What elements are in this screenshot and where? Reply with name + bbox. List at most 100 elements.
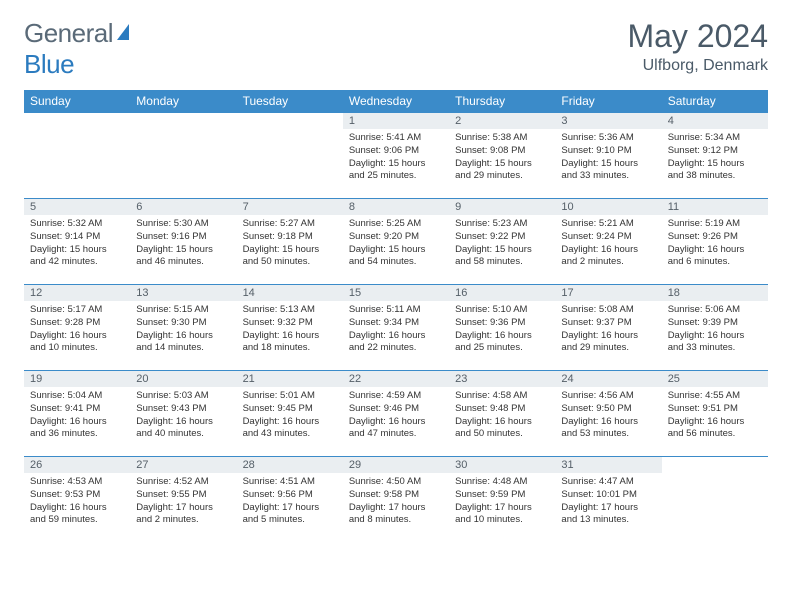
day-info: Sunrise: 5:41 AMSunset: 9:06 PMDaylight:…: [343, 129, 449, 186]
day-number: 13: [130, 285, 236, 301]
day-info: Sunrise: 4:47 AMSunset: 10:01 PMDaylight…: [555, 473, 661, 530]
calendar-cell: 15Sunrise: 5:11 AMSunset: 9:34 PMDayligh…: [343, 285, 449, 371]
day-info: Sunrise: 5:19 AMSunset: 9:26 PMDaylight:…: [662, 215, 768, 272]
day-info: Sunrise: 5:17 AMSunset: 9:28 PMDaylight:…: [24, 301, 130, 358]
day-number: 24: [555, 371, 661, 387]
calendar-cell: 28Sunrise: 4:51 AMSunset: 9:56 PMDayligh…: [237, 457, 343, 543]
day-number: 23: [449, 371, 555, 387]
day-number: 8: [343, 199, 449, 215]
day-number: 21: [237, 371, 343, 387]
weekday-header: Thursday: [449, 90, 555, 113]
day-info: Sunrise: 4:55 AMSunset: 9:51 PMDaylight:…: [662, 387, 768, 444]
day-number: 31: [555, 457, 661, 473]
day-info: Sunrise: 4:59 AMSunset: 9:46 PMDaylight:…: [343, 387, 449, 444]
day-info: Sunrise: 5:34 AMSunset: 9:12 PMDaylight:…: [662, 129, 768, 186]
day-info: Sunrise: 5:15 AMSunset: 9:30 PMDaylight:…: [130, 301, 236, 358]
calendar-cell: 16Sunrise: 5:10 AMSunset: 9:36 PMDayligh…: [449, 285, 555, 371]
calendar-cell: [662, 457, 768, 543]
day-info: Sunrise: 5:08 AMSunset: 9:37 PMDaylight:…: [555, 301, 661, 358]
day-number: 7: [237, 199, 343, 215]
title-block: May 2024 Ulfborg, Denmark: [627, 18, 768, 75]
day-number: 2: [449, 113, 555, 129]
day-number: 15: [343, 285, 449, 301]
day-number: 10: [555, 199, 661, 215]
day-number: 16: [449, 285, 555, 301]
page-title: May 2024: [627, 18, 768, 55]
weekday-header: Monday: [130, 90, 236, 113]
day-number: 17: [555, 285, 661, 301]
day-info: Sunrise: 4:48 AMSunset: 9:59 PMDaylight:…: [449, 473, 555, 530]
calendar-cell: [24, 113, 130, 199]
day-number: 6: [130, 199, 236, 215]
day-info: Sunrise: 5:01 AMSunset: 9:45 PMDaylight:…: [237, 387, 343, 444]
calendar-cell: 26Sunrise: 4:53 AMSunset: 9:53 PMDayligh…: [24, 457, 130, 543]
day-number: 26: [24, 457, 130, 473]
calendar-cell: 25Sunrise: 4:55 AMSunset: 9:51 PMDayligh…: [662, 371, 768, 457]
logo-text: GeneralBlue: [24, 18, 135, 80]
calendar-cell: 17Sunrise: 5:08 AMSunset: 9:37 PMDayligh…: [555, 285, 661, 371]
day-number: 4: [662, 113, 768, 129]
day-info: Sunrise: 5:23 AMSunset: 9:22 PMDaylight:…: [449, 215, 555, 272]
day-number: 25: [662, 371, 768, 387]
calendar-cell: 1Sunrise: 5:41 AMSunset: 9:06 PMDaylight…: [343, 113, 449, 199]
day-info: Sunrise: 4:53 AMSunset: 9:53 PMDaylight:…: [24, 473, 130, 530]
weekday-header: Sunday: [24, 90, 130, 113]
location: Ulfborg, Denmark: [627, 57, 768, 75]
calendar-cell: 23Sunrise: 4:58 AMSunset: 9:48 PMDayligh…: [449, 371, 555, 457]
day-number: 28: [237, 457, 343, 473]
day-number: 5: [24, 199, 130, 215]
calendar-cell: 20Sunrise: 5:03 AMSunset: 9:43 PMDayligh…: [130, 371, 236, 457]
calendar-head: SundayMondayTuesdayWednesdayThursdayFrid…: [24, 90, 768, 113]
day-info: Sunrise: 4:58 AMSunset: 9:48 PMDaylight:…: [449, 387, 555, 444]
sail-icon: [115, 18, 135, 49]
weekday-header: Saturday: [662, 90, 768, 113]
day-number: 14: [237, 285, 343, 301]
day-info: Sunrise: 5:38 AMSunset: 9:08 PMDaylight:…: [449, 129, 555, 186]
day-number: 1: [343, 113, 449, 129]
weekday-header: Wednesday: [343, 90, 449, 113]
header: GeneralBlue May 2024 Ulfborg, Denmark: [24, 18, 768, 80]
calendar-cell: 13Sunrise: 5:15 AMSunset: 9:30 PMDayligh…: [130, 285, 236, 371]
day-info: Sunrise: 4:52 AMSunset: 9:55 PMDaylight:…: [130, 473, 236, 530]
day-number: 30: [449, 457, 555, 473]
calendar-cell: 11Sunrise: 5:19 AMSunset: 9:26 PMDayligh…: [662, 199, 768, 285]
day-number: 29: [343, 457, 449, 473]
calendar-table: SundayMondayTuesdayWednesdayThursdayFrid…: [24, 90, 768, 543]
calendar-cell: 29Sunrise: 4:50 AMSunset: 9:58 PMDayligh…: [343, 457, 449, 543]
calendar-row: 26Sunrise: 4:53 AMSunset: 9:53 PMDayligh…: [24, 457, 768, 543]
day-info: Sunrise: 4:51 AMSunset: 9:56 PMDaylight:…: [237, 473, 343, 530]
day-number: 22: [343, 371, 449, 387]
day-number: 3: [555, 113, 661, 129]
calendar-body: 1Sunrise: 5:41 AMSunset: 9:06 PMDaylight…: [24, 113, 768, 543]
day-number: 9: [449, 199, 555, 215]
calendar-cell: 22Sunrise: 4:59 AMSunset: 9:46 PMDayligh…: [343, 371, 449, 457]
day-info: Sunrise: 5:04 AMSunset: 9:41 PMDaylight:…: [24, 387, 130, 444]
logo-part1: General: [24, 18, 113, 48]
weekday-header: Tuesday: [237, 90, 343, 113]
day-info: Sunrise: 5:30 AMSunset: 9:16 PMDaylight:…: [130, 215, 236, 272]
day-number: 12: [24, 285, 130, 301]
day-info: Sunrise: 4:56 AMSunset: 9:50 PMDaylight:…: [555, 387, 661, 444]
calendar-cell: 10Sunrise: 5:21 AMSunset: 9:24 PMDayligh…: [555, 199, 661, 285]
day-info: Sunrise: 5:13 AMSunset: 9:32 PMDaylight:…: [237, 301, 343, 358]
calendar-cell: [130, 113, 236, 199]
day-number: 20: [130, 371, 236, 387]
day-info: Sunrise: 5:03 AMSunset: 9:43 PMDaylight:…: [130, 387, 236, 444]
day-number: 27: [130, 457, 236, 473]
calendar-cell: [237, 113, 343, 199]
calendar-row: 1Sunrise: 5:41 AMSunset: 9:06 PMDaylight…: [24, 113, 768, 199]
day-info: Sunrise: 5:11 AMSunset: 9:34 PMDaylight:…: [343, 301, 449, 358]
day-info: Sunrise: 5:10 AMSunset: 9:36 PMDaylight:…: [449, 301, 555, 358]
calendar-cell: 6Sunrise: 5:30 AMSunset: 9:16 PMDaylight…: [130, 199, 236, 285]
calendar-cell: 3Sunrise: 5:36 AMSunset: 9:10 PMDaylight…: [555, 113, 661, 199]
calendar-cell: 2Sunrise: 5:38 AMSunset: 9:08 PMDaylight…: [449, 113, 555, 199]
calendar-cell: 4Sunrise: 5:34 AMSunset: 9:12 PMDaylight…: [662, 113, 768, 199]
logo-part2: Blue: [24, 49, 74, 79]
calendar-cell: 7Sunrise: 5:27 AMSunset: 9:18 PMDaylight…: [237, 199, 343, 285]
calendar-cell: 9Sunrise: 5:23 AMSunset: 9:22 PMDaylight…: [449, 199, 555, 285]
day-info: Sunrise: 5:21 AMSunset: 9:24 PMDaylight:…: [555, 215, 661, 272]
calendar-cell: 18Sunrise: 5:06 AMSunset: 9:39 PMDayligh…: [662, 285, 768, 371]
calendar-cell: 14Sunrise: 5:13 AMSunset: 9:32 PMDayligh…: [237, 285, 343, 371]
day-number: 11: [662, 199, 768, 215]
day-number: 18: [662, 285, 768, 301]
